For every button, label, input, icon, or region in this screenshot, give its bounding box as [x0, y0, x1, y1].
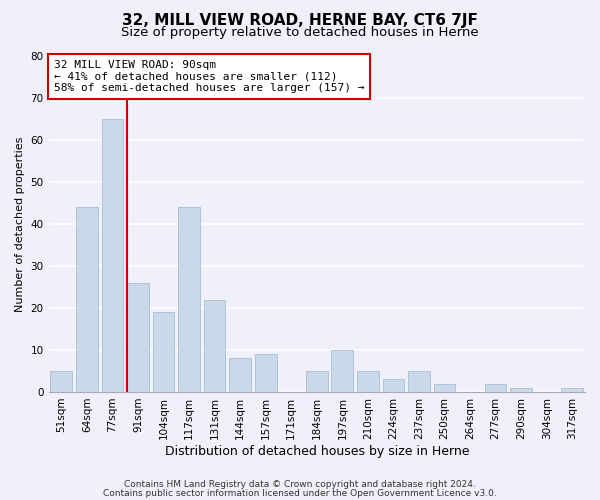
Bar: [306, 371, 328, 392]
Bar: [127, 283, 149, 392]
Text: Contains HM Land Registry data © Crown copyright and database right 2024.: Contains HM Land Registry data © Crown c…: [124, 480, 476, 489]
Y-axis label: Number of detached properties: Number of detached properties: [15, 136, 25, 312]
Bar: [510, 388, 532, 392]
Bar: [101, 120, 123, 392]
Bar: [331, 350, 353, 392]
Bar: [485, 384, 506, 392]
Bar: [178, 208, 200, 392]
Bar: [50, 371, 72, 392]
Bar: [562, 388, 583, 392]
Bar: [434, 384, 455, 392]
X-axis label: Distribution of detached houses by size in Herne: Distribution of detached houses by size …: [164, 444, 469, 458]
Bar: [204, 300, 226, 392]
Bar: [383, 380, 404, 392]
Bar: [408, 371, 430, 392]
Bar: [255, 354, 277, 392]
Bar: [76, 208, 98, 392]
Text: 32, MILL VIEW ROAD, HERNE BAY, CT6 7JF: 32, MILL VIEW ROAD, HERNE BAY, CT6 7JF: [122, 12, 478, 28]
Bar: [229, 358, 251, 392]
Bar: [152, 312, 175, 392]
Text: 32 MILL VIEW ROAD: 90sqm
← 41% of detached houses are smaller (112)
58% of semi-: 32 MILL VIEW ROAD: 90sqm ← 41% of detach…: [54, 60, 364, 93]
Bar: [357, 371, 379, 392]
Text: Contains public sector information licensed under the Open Government Licence v3: Contains public sector information licen…: [103, 488, 497, 498]
Text: Size of property relative to detached houses in Herne: Size of property relative to detached ho…: [121, 26, 479, 39]
